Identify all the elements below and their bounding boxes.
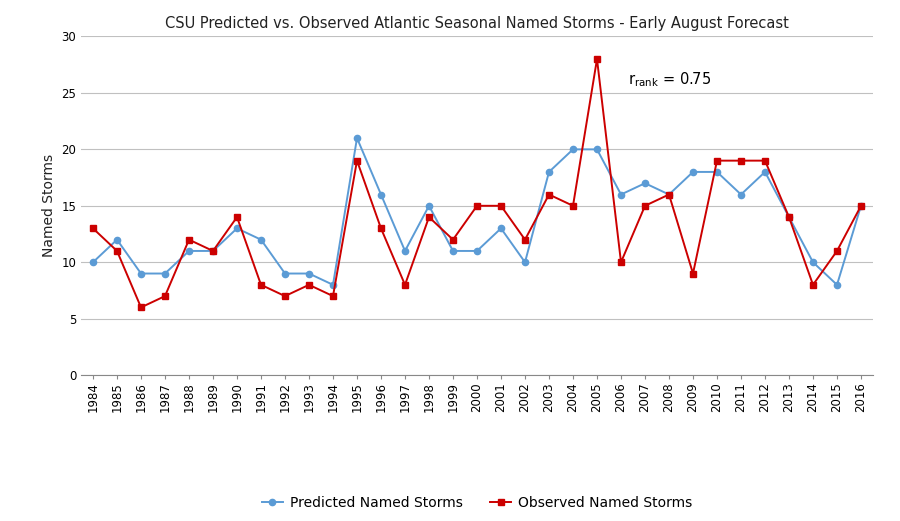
Predicted Named Storms bbox=[568, 146, 579, 153]
Observed Named Storms bbox=[328, 293, 338, 299]
Predicted Named Storms bbox=[688, 169, 698, 175]
Predicted Named Storms bbox=[87, 259, 98, 265]
Observed Named Storms bbox=[807, 282, 818, 288]
Observed Named Storms bbox=[519, 237, 530, 243]
Observed Named Storms bbox=[784, 214, 795, 220]
Predicted Named Storms bbox=[832, 282, 842, 288]
Observed Named Storms bbox=[688, 270, 698, 277]
Observed Named Storms bbox=[400, 282, 410, 288]
Observed Named Storms bbox=[568, 203, 579, 209]
Observed Named Storms bbox=[303, 282, 314, 288]
Predicted Named Storms bbox=[807, 259, 818, 265]
Predicted Named Storms bbox=[712, 169, 723, 175]
Line: Observed Named Storms: Observed Named Storms bbox=[89, 56, 865, 311]
Predicted Named Storms bbox=[519, 259, 530, 265]
Predicted Named Storms bbox=[760, 169, 770, 175]
Observed Named Storms bbox=[856, 203, 867, 209]
Observed Named Storms bbox=[447, 237, 458, 243]
Observed Named Storms bbox=[208, 248, 219, 254]
Observed Named Storms bbox=[256, 282, 266, 288]
Predicted Named Storms bbox=[136, 270, 147, 277]
Predicted Named Storms bbox=[231, 225, 242, 231]
Observed Named Storms bbox=[616, 259, 626, 265]
Predicted Named Storms bbox=[256, 237, 266, 243]
Observed Named Storms bbox=[375, 225, 386, 231]
Observed Named Storms bbox=[280, 293, 291, 299]
Y-axis label: Named Storms: Named Storms bbox=[41, 154, 56, 257]
Title: CSU Predicted vs. Observed Atlantic Seasonal Named Storms - Early August Forecas: CSU Predicted vs. Observed Atlantic Seas… bbox=[165, 16, 789, 31]
Predicted Named Storms bbox=[280, 270, 291, 277]
Predicted Named Storms bbox=[663, 191, 674, 197]
Observed Named Storms bbox=[352, 157, 363, 164]
Observed Named Storms bbox=[136, 304, 147, 311]
Observed Named Storms bbox=[760, 157, 770, 164]
Predicted Named Storms bbox=[328, 282, 338, 288]
Predicted Named Storms bbox=[352, 135, 363, 141]
Predicted Named Storms bbox=[616, 191, 626, 197]
Predicted Named Storms bbox=[424, 203, 435, 209]
Observed Named Storms bbox=[712, 157, 723, 164]
Predicted Named Storms bbox=[640, 180, 651, 187]
Observed Named Storms bbox=[640, 203, 651, 209]
Observed Named Storms bbox=[231, 214, 242, 220]
Observed Named Storms bbox=[663, 191, 674, 197]
Observed Named Storms bbox=[159, 293, 170, 299]
Legend: Predicted Named Storms, Observed Named Storms: Predicted Named Storms, Observed Named S… bbox=[262, 497, 692, 511]
Predicted Named Storms bbox=[303, 270, 314, 277]
Observed Named Storms bbox=[496, 203, 507, 209]
Predicted Named Storms bbox=[400, 248, 410, 254]
Line: Predicted Named Storms: Predicted Named Storms bbox=[90, 135, 864, 288]
Predicted Named Storms bbox=[159, 270, 170, 277]
Predicted Named Storms bbox=[208, 248, 219, 254]
Predicted Named Storms bbox=[735, 191, 746, 197]
Observed Named Storms bbox=[112, 248, 122, 254]
Predicted Named Storms bbox=[375, 191, 386, 197]
Observed Named Storms bbox=[735, 157, 746, 164]
Predicted Named Storms bbox=[856, 203, 867, 209]
Predicted Named Storms bbox=[112, 237, 122, 243]
Predicted Named Storms bbox=[544, 169, 554, 175]
Observed Named Storms bbox=[87, 225, 98, 231]
Predicted Named Storms bbox=[591, 146, 602, 153]
Predicted Named Storms bbox=[472, 248, 482, 254]
Predicted Named Storms bbox=[447, 248, 458, 254]
Observed Named Storms bbox=[184, 237, 194, 243]
Predicted Named Storms bbox=[184, 248, 194, 254]
Observed Named Storms bbox=[472, 203, 482, 209]
Observed Named Storms bbox=[591, 56, 602, 62]
Predicted Named Storms bbox=[784, 214, 795, 220]
Observed Named Storms bbox=[832, 248, 842, 254]
Text: r$_{\mathregular{rank}}$ = 0.75: r$_{\mathregular{rank}}$ = 0.75 bbox=[628, 70, 711, 89]
Predicted Named Storms bbox=[496, 225, 507, 231]
Observed Named Storms bbox=[544, 191, 554, 197]
Observed Named Storms bbox=[424, 214, 435, 220]
